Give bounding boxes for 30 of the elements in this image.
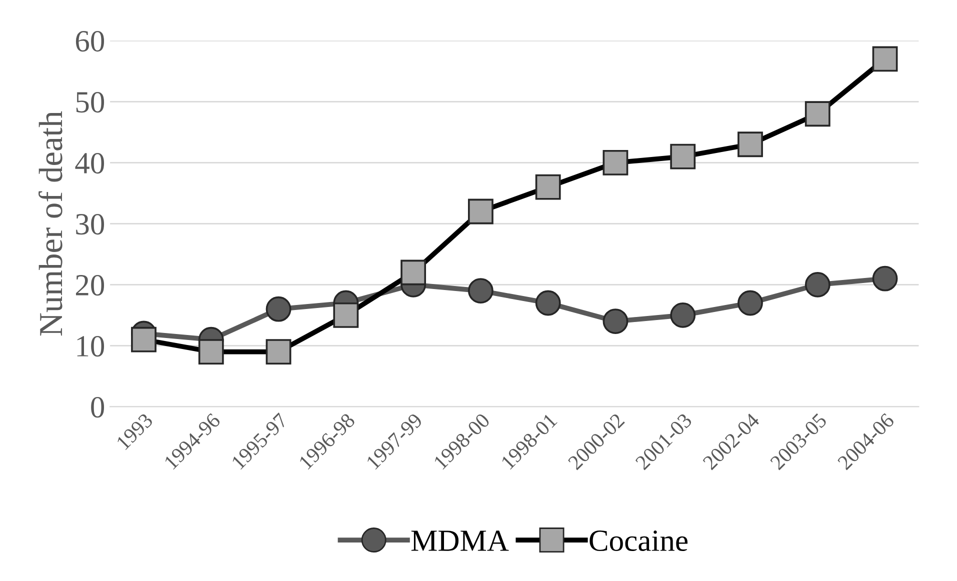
point: [738, 290, 763, 316]
point: [804, 101, 830, 127]
y-tick-label: 40: [75, 152, 104, 174]
legend-label: MDMA: [411, 530, 509, 551]
point: [602, 150, 628, 176]
y-axis-title: Number of death: [38, 111, 62, 336]
point: [738, 132, 763, 158]
y-tick-label: 50: [76, 92, 104, 113]
point: [670, 144, 696, 170]
point: [333, 302, 359, 328]
point: [535, 290, 561, 316]
y-tick-label: 0: [91, 396, 104, 418]
point: [266, 296, 292, 322]
point: [804, 272, 830, 298]
point: [670, 302, 696, 328]
y-tick-label: 30: [76, 214, 104, 235]
y-tick-label: 20: [76, 274, 104, 296]
y-tick-label: 60: [76, 30, 104, 52]
point: [468, 198, 494, 224]
point: [198, 339, 224, 365]
point: [872, 266, 898, 292]
legend-label: Cocaine: [590, 530, 688, 552]
point: [266, 339, 292, 365]
point: [872, 46, 898, 72]
point: [400, 260, 426, 286]
point: [131, 326, 156, 352]
point: [602, 308, 628, 334]
y-tick-label: 10: [77, 336, 104, 357]
point: [468, 278, 494, 304]
point: [535, 174, 561, 200]
